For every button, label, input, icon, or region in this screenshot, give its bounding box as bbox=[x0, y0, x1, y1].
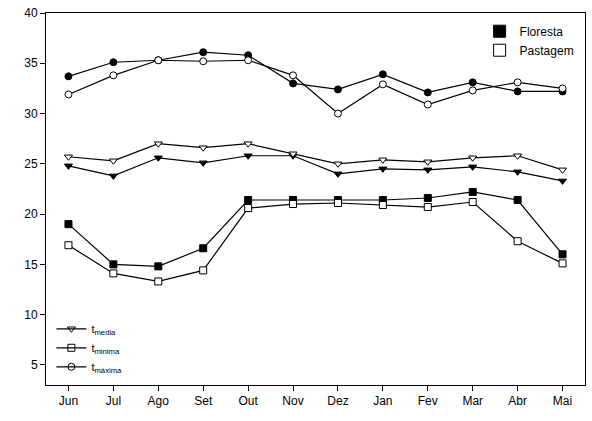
svg-text:Jan: Jan bbox=[373, 394, 392, 408]
svg-text:Mar: Mar bbox=[462, 394, 483, 408]
svg-text:40: 40 bbox=[24, 6, 38, 20]
svg-text:Out: Out bbox=[238, 394, 258, 408]
svg-text:5: 5 bbox=[31, 358, 38, 372]
svg-text:t​máxima​: t​máxima​ bbox=[91, 361, 122, 375]
svg-text:Jun: Jun bbox=[59, 394, 78, 408]
svg-text:Fev: Fev bbox=[418, 394, 438, 408]
svg-text:Nov: Nov bbox=[282, 394, 303, 408]
svg-text:Set: Set bbox=[194, 394, 213, 408]
svg-text:t​media​: t​media​ bbox=[91, 323, 116, 337]
svg-text:t​minima​: t​minima​ bbox=[91, 342, 120, 356]
svg-text:Floresta: Floresta bbox=[520, 25, 564, 39]
svg-text:35: 35 bbox=[24, 56, 38, 70]
svg-text:Jul: Jul bbox=[106, 394, 121, 408]
svg-text:20: 20 bbox=[24, 207, 38, 221]
svg-text:Pastagem: Pastagem bbox=[520, 44, 574, 58]
svg-text:Abr: Abr bbox=[508, 394, 527, 408]
svg-text:Mai: Mai bbox=[553, 394, 572, 408]
svg-text:25: 25 bbox=[24, 157, 38, 171]
svg-text:Ago: Ago bbox=[148, 394, 170, 408]
svg-text:10: 10 bbox=[24, 308, 38, 322]
svg-text:30: 30 bbox=[24, 107, 38, 121]
svg-text:15: 15 bbox=[24, 258, 38, 272]
svg-text:Dez: Dez bbox=[327, 394, 348, 408]
